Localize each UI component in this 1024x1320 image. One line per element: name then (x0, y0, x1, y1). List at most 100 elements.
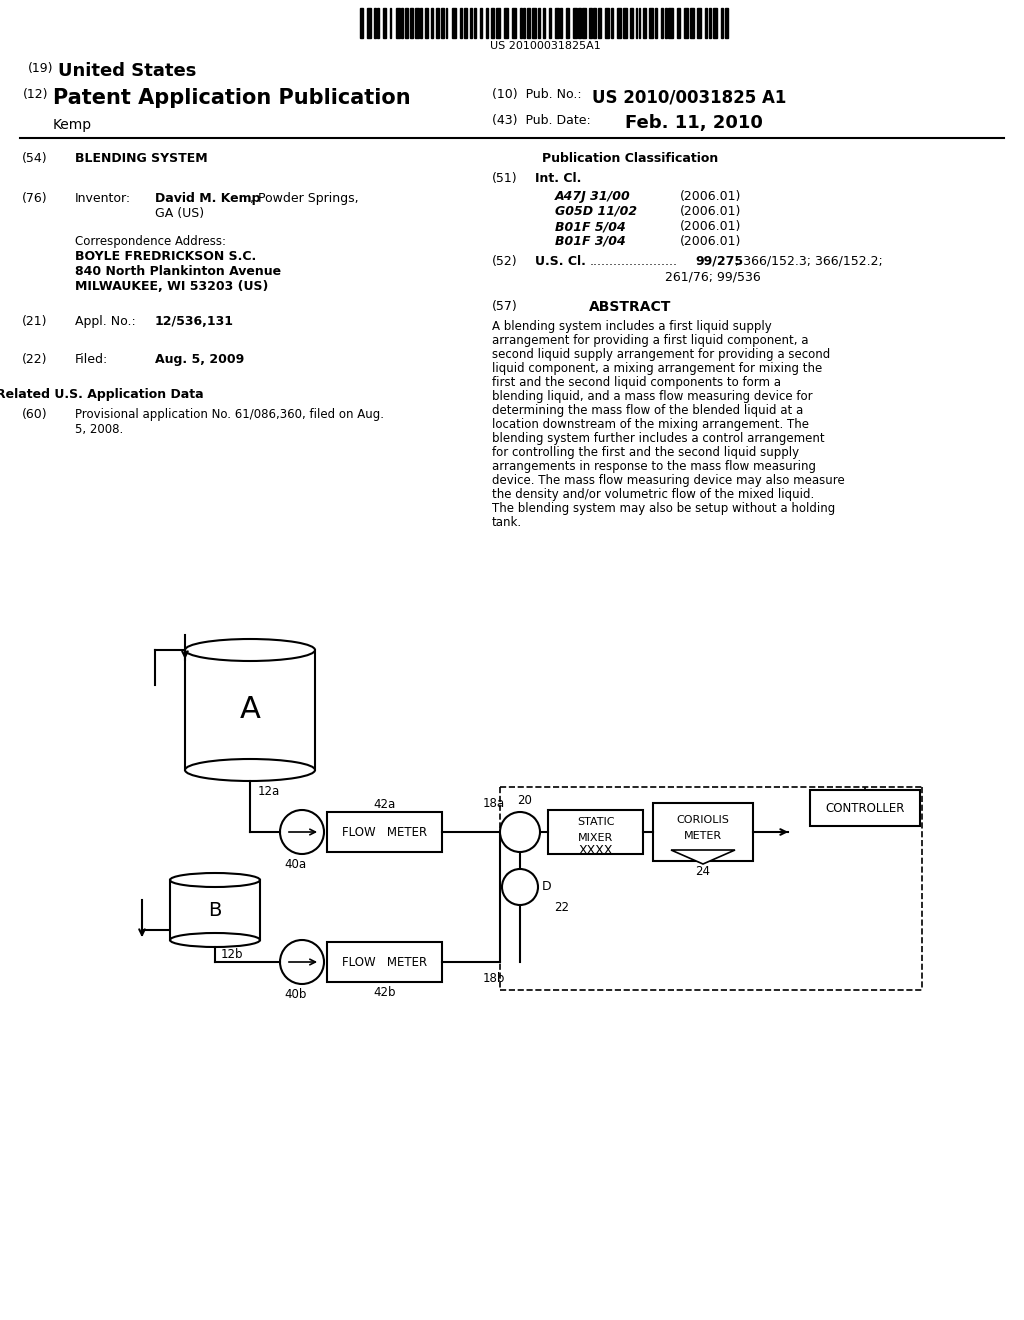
Text: device. The mass flow measuring device may also measure: device. The mass flow measuring device m… (492, 474, 845, 487)
Bar (560, 8, 562, 38)
Bar (401, 8, 403, 38)
Text: 42b: 42b (374, 986, 395, 999)
Text: ABSTRACT: ABSTRACT (589, 300, 671, 314)
Bar (677, 8, 680, 38)
Text: liquid component, a mixing arrangement for mixing the: liquid component, a mixing arrangement f… (492, 362, 822, 375)
Text: (57): (57) (492, 300, 518, 313)
Text: (60): (60) (22, 408, 48, 421)
Text: 22: 22 (554, 902, 569, 913)
Bar (504, 8, 508, 38)
Bar (170, 880, 260, 940)
Text: The blending system may also be setup without a holding: The blending system may also be setup wi… (492, 502, 836, 515)
Bar (474, 8, 476, 38)
Text: FLOW   METER: FLOW METER (342, 956, 427, 969)
Ellipse shape (170, 933, 260, 946)
Text: David M. Kemp: David M. Kemp (155, 191, 260, 205)
Bar (555, 8, 559, 38)
Bar (598, 8, 601, 38)
Bar (696, 8, 700, 38)
Text: (21): (21) (22, 315, 47, 327)
Text: MILWAUKEE, WI 53203 (US): MILWAUKEE, WI 53203 (US) (75, 280, 268, 293)
Text: 12b: 12b (221, 948, 244, 961)
Circle shape (502, 869, 538, 906)
Text: CORIOLIS: CORIOLIS (677, 814, 729, 825)
Bar (611, 8, 613, 38)
Text: (76): (76) (22, 191, 48, 205)
Bar (406, 8, 408, 38)
Bar (714, 8, 717, 38)
Text: , Powder Springs,: , Powder Springs, (250, 191, 358, 205)
Text: tank.: tank. (492, 516, 522, 529)
Text: (54): (54) (22, 152, 48, 165)
Ellipse shape (170, 873, 260, 887)
Bar (360, 8, 362, 38)
Text: (19): (19) (28, 62, 53, 75)
Bar (689, 8, 693, 38)
Text: for controlling the first and the second liquid supply: for controlling the first and the second… (492, 446, 799, 459)
Text: BLENDING SYSTEM: BLENDING SYSTEM (75, 152, 208, 165)
Text: B: B (208, 900, 221, 920)
Text: (52): (52) (492, 255, 517, 268)
Text: 18a: 18a (483, 797, 505, 810)
Bar (624, 8, 628, 38)
Text: ......................: ...................... (590, 255, 678, 268)
Text: BOYLE FREDRICKSON S.C.: BOYLE FREDRICKSON S.C. (75, 249, 256, 263)
Text: Correspondence Address:: Correspondence Address: (75, 235, 226, 248)
Text: 42a: 42a (374, 799, 395, 810)
Bar (543, 8, 545, 38)
Text: 261/76; 99/536: 261/76; 99/536 (665, 271, 761, 282)
Bar (630, 8, 633, 38)
Bar (810, 789, 920, 826)
Bar (485, 8, 488, 38)
Text: A47J 31/00: A47J 31/00 (555, 190, 631, 203)
Text: arrangement for providing a first liquid component, a: arrangement for providing a first liquid… (492, 334, 809, 347)
Bar (377, 8, 379, 38)
Text: (43)  Pub. Date:: (43) Pub. Date: (492, 114, 591, 127)
Bar (512, 8, 515, 38)
Text: 99/275: 99/275 (695, 255, 743, 268)
Text: CONTROLLER: CONTROLLER (825, 801, 904, 814)
Text: Provisional application No. 61/086,360, filed on Aug.: Provisional application No. 61/086,360, … (75, 408, 384, 421)
Bar (460, 8, 462, 38)
Bar (593, 8, 596, 38)
Bar (643, 8, 646, 38)
Ellipse shape (185, 639, 315, 661)
Text: 18b: 18b (482, 972, 505, 985)
Text: 24: 24 (695, 865, 711, 878)
Text: GA (US): GA (US) (155, 207, 204, 220)
Text: determining the mass flow of the blended liquid at a: determining the mass flow of the blended… (492, 404, 803, 417)
Bar (436, 8, 439, 38)
Bar (527, 8, 529, 38)
Text: STATIC: STATIC (577, 817, 614, 828)
Bar (604, 8, 608, 38)
Circle shape (500, 812, 540, 851)
Text: Kemp: Kemp (53, 117, 92, 132)
Bar (654, 8, 657, 38)
Text: second liquid supply arrangement for providing a second: second liquid supply arrangement for pro… (492, 348, 830, 360)
Bar (480, 8, 482, 38)
Bar (548, 810, 643, 854)
Bar (470, 8, 471, 38)
Bar (185, 649, 315, 770)
Bar (579, 8, 581, 38)
Bar (367, 8, 371, 38)
Text: Inventor:: Inventor: (75, 191, 131, 205)
Bar (705, 8, 708, 38)
Text: location downstream of the mixing arrangement. The: location downstream of the mixing arrang… (492, 418, 809, 432)
Bar (523, 8, 525, 38)
Text: 5, 2008.: 5, 2008. (75, 422, 123, 436)
Text: XXXX: XXXX (579, 843, 612, 857)
Bar (669, 8, 673, 38)
Text: Int. Cl.: Int. Cl. (535, 172, 582, 185)
Bar (420, 8, 422, 38)
Text: blending system further includes a control arrangement: blending system further includes a contr… (492, 432, 824, 445)
Bar (538, 8, 541, 38)
Text: ; 366/152.3; 366/152.2;: ; 366/152.3; 366/152.2; (735, 255, 883, 268)
Text: (2006.01): (2006.01) (680, 205, 741, 218)
Text: United States: United States (58, 62, 197, 81)
Bar (684, 8, 688, 38)
Bar (721, 8, 723, 38)
Text: (51): (51) (492, 172, 517, 185)
Text: B01F 3/04: B01F 3/04 (555, 235, 626, 248)
Bar (662, 8, 664, 38)
